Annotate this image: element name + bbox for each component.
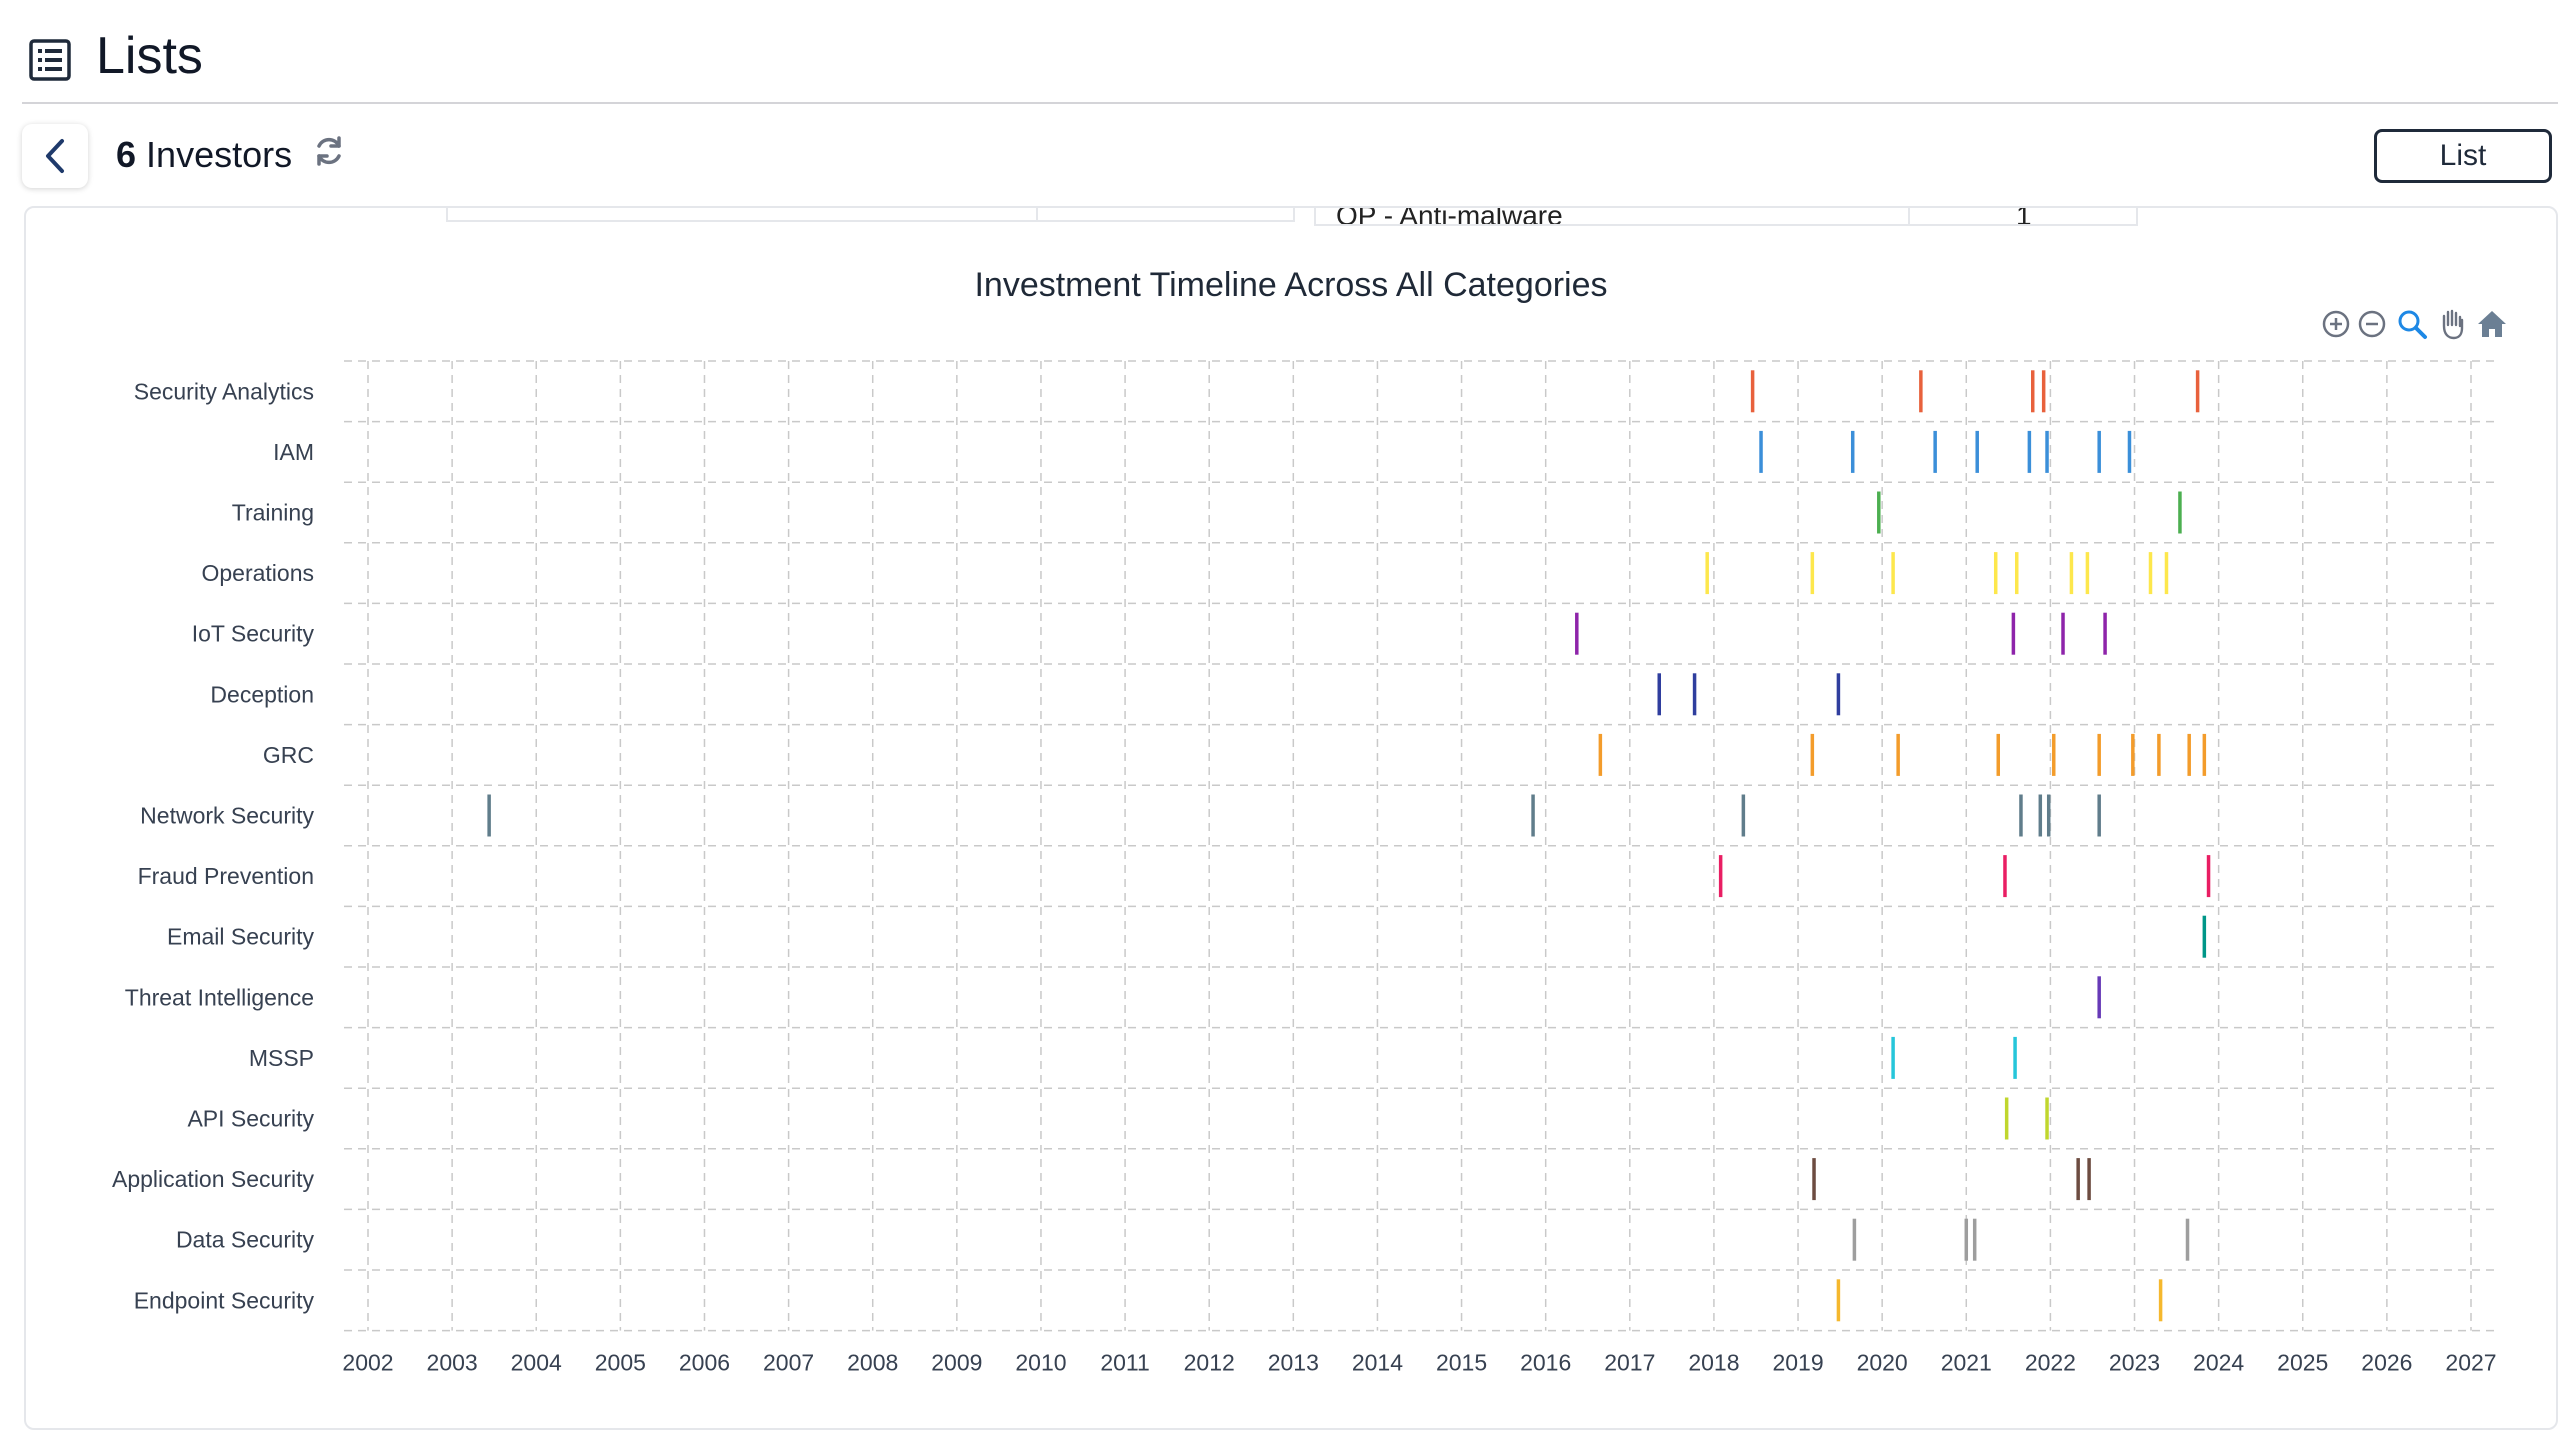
y-category-label: MSSP [249, 1045, 314, 1071]
x-tick-label: 2006 [679, 1350, 730, 1376]
y-category-label: GRC [263, 742, 314, 768]
x-tick-label: 2018 [1688, 1350, 1739, 1376]
y-category-label: Deception [210, 681, 314, 707]
list-icon [29, 39, 71, 81]
table-column-divider [1036, 208, 1038, 220]
y-category-label: Fraud Prevention [138, 863, 314, 889]
x-tick-label: 2013 [1268, 1350, 1319, 1376]
x-tick-label: 2014 [1352, 1350, 1403, 1376]
chevron-left-icon [46, 139, 64, 173]
x-tick-label: 2021 [1941, 1350, 1992, 1376]
y-category-label: Training [232, 500, 314, 526]
x-tick-label: 2007 [763, 1350, 814, 1376]
x-tick-label: 2017 [1604, 1350, 1655, 1376]
page-header: Lists [0, 0, 2558, 104]
header-divider [22, 102, 2558, 104]
chart-title: Investment Timeline Across All Categorie… [974, 266, 1607, 304]
x-tick-label: 2024 [2193, 1350, 2244, 1376]
y-category-label: API Security [187, 1106, 314, 1132]
x-tick-label: 2010 [1015, 1350, 1066, 1376]
page-title: Lists [96, 27, 203, 85]
x-tick-label: 2026 [2361, 1350, 2412, 1376]
background-table-right: OP - Anti-malware 1 [1314, 206, 2138, 226]
y-category-label: Security Analytics [134, 378, 314, 404]
y-category-label: Endpoint Security [134, 1287, 315, 1313]
table-cell-value: 1 [2016, 206, 2032, 226]
x-tick-label: 2009 [931, 1350, 982, 1376]
x-tick-label: 2002 [342, 1350, 393, 1376]
y-category-label: Operations [201, 560, 314, 586]
x-tick-label: 2025 [2277, 1350, 2328, 1376]
x-tick-label: 2003 [427, 1350, 478, 1376]
list-view-button[interactable]: List [2374, 129, 2552, 183]
x-tick-label: 2023 [2109, 1350, 2160, 1376]
table-column-divider [1908, 208, 1910, 224]
x-tick-label: 2015 [1436, 1350, 1487, 1376]
chart-toolbar [2318, 306, 2508, 346]
table-cell-label: OP - Anti-malware [1336, 206, 1563, 226]
investor-count-number: 6 [116, 134, 137, 175]
y-category-label: IoT Security [192, 621, 315, 647]
x-tick-label: 2012 [1184, 1350, 1235, 1376]
x-tick-label: 2005 [595, 1350, 646, 1376]
zoom-in-icon[interactable] [2318, 306, 2354, 342]
x-tick-label: 2008 [847, 1350, 898, 1376]
y-category-label: Threat Intelligence [125, 984, 314, 1010]
y-category-label: IAM [273, 439, 314, 465]
y-category-label: Email Security [167, 924, 314, 950]
x-tick-label: 2020 [1857, 1350, 1908, 1376]
x-tick-label: 2027 [2445, 1350, 2496, 1376]
x-tick-label: 2011 [1100, 1350, 1149, 1376]
y-category-label: Application Security [112, 1166, 314, 1192]
x-tick-label: 2016 [1520, 1350, 1571, 1376]
pan-hand-icon[interactable] [2434, 306, 2470, 342]
x-tick-label: 2019 [1772, 1350, 1823, 1376]
selection-zoom-icon[interactable] [2394, 306, 2430, 342]
investor-count-label: Investors [146, 134, 293, 175]
x-tick-label: 2022 [2025, 1350, 2076, 1376]
refresh-icon[interactable] [312, 134, 346, 168]
chart-panel: OP - Anti-malware 1 [24, 206, 2558, 1430]
reset-home-icon[interactable] [2474, 306, 2510, 342]
back-button[interactable] [22, 124, 88, 188]
y-category-label: Data Security [176, 1227, 315, 1253]
x-tick-label: 2004 [511, 1350, 562, 1376]
zoom-out-icon[interactable] [2354, 306, 2390, 342]
investor-count: 6 Investors [116, 134, 292, 176]
y-category-label: Network Security [140, 803, 314, 829]
background-table-left [446, 208, 1295, 222]
